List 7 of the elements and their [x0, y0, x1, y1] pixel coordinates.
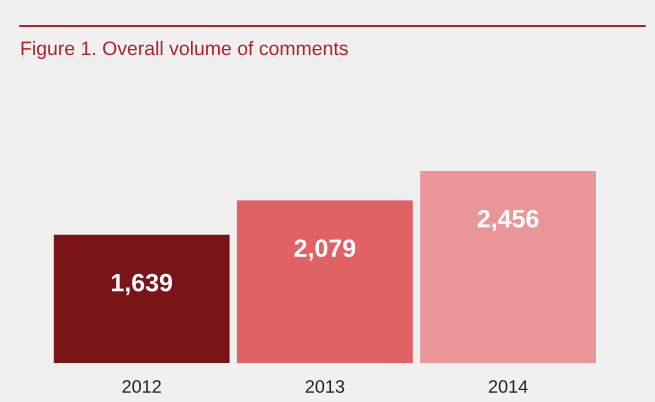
x-tick-label: 2012	[122, 380, 161, 393]
data-label: 2,079	[294, 239, 356, 261]
x-tick-label: 2013	[306, 380, 344, 393]
x-tick-label: 2014	[488, 380, 528, 393]
data-label: 2,456	[478, 210, 538, 232]
chart-title: Figure 1. Overall volume of comments	[22, 40, 348, 60]
data-label: 1,639	[112, 274, 172, 296]
